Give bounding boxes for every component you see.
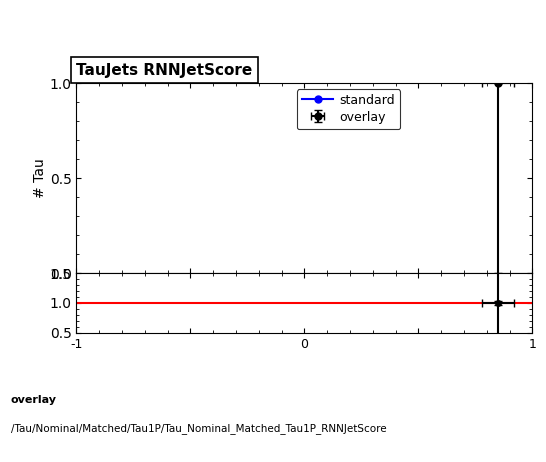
Text: TauJets RNNJetScore: TauJets RNNJetScore (76, 63, 253, 78)
Text: /Tau/Nominal/Matched/Tau1P/Tau_Nominal_Matched_Tau1P_RNNJetScore: /Tau/Nominal/Matched/Tau1P/Tau_Nominal_M… (11, 423, 387, 434)
Legend: standard, overlay: standard, overlay (297, 90, 400, 129)
Y-axis label: # Tau: # Tau (33, 158, 47, 198)
Text: overlay: overlay (11, 395, 57, 405)
